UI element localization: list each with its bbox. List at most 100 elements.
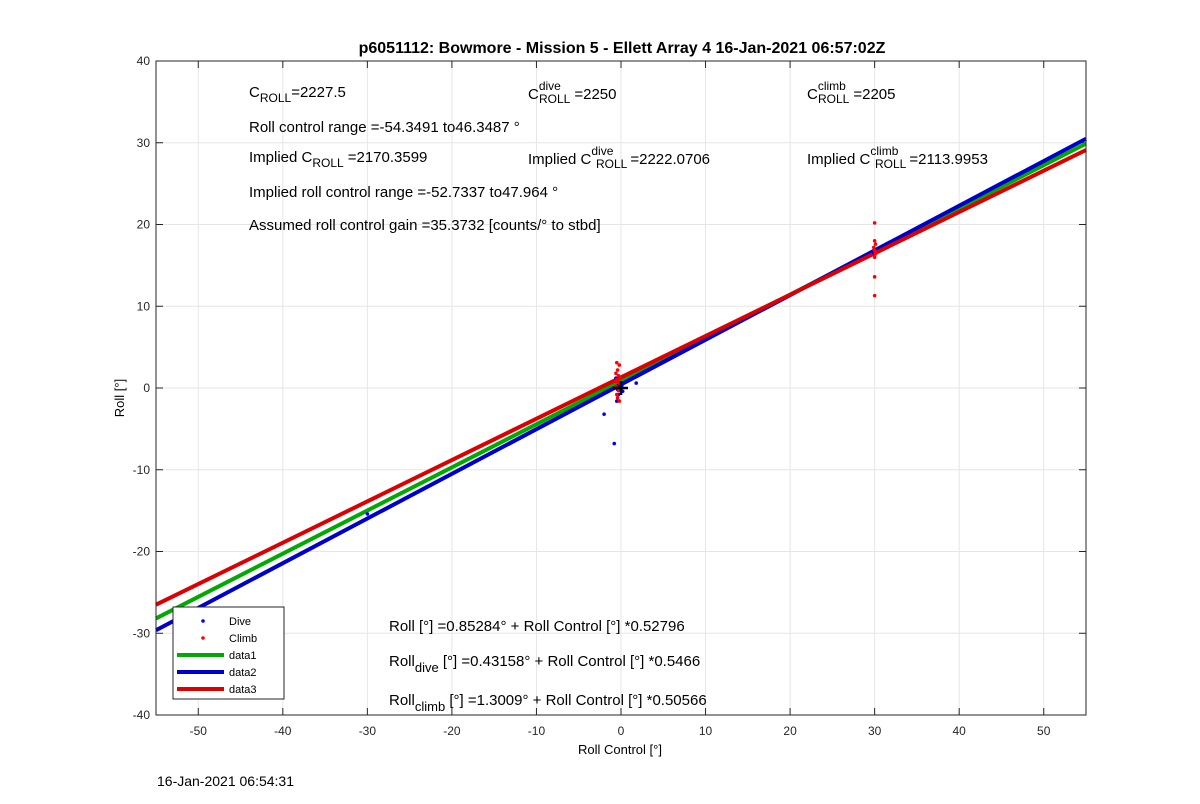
point-climb — [873, 242, 878, 246]
annotation-fit-dive-sub: dive — [415, 660, 439, 675]
annotation-implied-c-roll-climb-prefix: Implied C — [807, 151, 871, 168]
plot-frame — [155, 60, 1087, 716]
annotation-c-roll-climb: Cclimb ROLL =2205 — [807, 79, 896, 106]
annotation-implied-range: Implied roll control range =-52.7337 to4… — [249, 184, 558, 201]
annotation-assumed-gain: Assumed roll control gain =35.3732 [coun… — [249, 217, 601, 234]
point-climb — [617, 363, 622, 367]
point-climb — [614, 379, 618, 384]
annotation-c-roll-dive: Cdive ROLL =2250 — [528, 79, 617, 106]
annotation-implied-c-roll-sub: ROLL — [312, 156, 344, 170]
y-tick-label: 40 — [137, 54, 151, 68]
point-dive — [614, 399, 619, 403]
point-climb — [872, 239, 877, 243]
annotation-implied-c-roll-dive-value: =2222.0706 — [630, 151, 710, 168]
annotation-implied-c-roll-climb: Implied Cclimb ROLL =2113.9953 — [807, 144, 988, 171]
y-tick-label: -10 — [133, 463, 151, 477]
annotation-implied-c-roll-climb-sub: ROLL — [875, 157, 907, 171]
annotation-implied-c-roll-climb-sup: climb — [870, 144, 898, 158]
annotation-c-roll-climb-value: =2205 — [853, 86, 895, 103]
point-climb — [615, 396, 620, 400]
legend-climb-label: Climb — [229, 633, 257, 645]
annotation-c-roll-dive-sub: ROLL — [539, 92, 571, 106]
y-tick-label: -20 — [133, 545, 151, 559]
annotation-c-roll-base: C — [249, 84, 260, 101]
point-dive — [634, 381, 639, 385]
annotation-implied-c-roll-prefix: Implied C — [249, 149, 313, 166]
annotation-implied-c-roll-climb-value: =2113.9953 — [909, 151, 988, 168]
point-climb — [872, 221, 877, 225]
point-climb — [616, 388, 621, 393]
y-tick-label: -40 — [133, 708, 151, 722]
legend-dive-marker — [201, 619, 205, 623]
x-tick-label: -20 — [443, 724, 461, 738]
annotation-implied-c-roll-dive: Implied Cdive ROLL =2222.0706 — [528, 144, 710, 171]
x-tick-label: 30 — [868, 724, 882, 738]
point-climb — [614, 371, 618, 376]
x-tick-label: -10 — [528, 724, 546, 738]
annotation-c-roll-dive-sup: dive — [539, 79, 561, 93]
annotation-fit-climb-base: Roll — [389, 692, 415, 709]
point-climb — [871, 245, 876, 250]
x-tick-label: 10 — [699, 724, 713, 738]
annotation-c-roll-climb-sub: ROLL — [818, 92, 850, 106]
point-climb — [617, 399, 622, 403]
x-tick-label: 0 — [618, 724, 625, 738]
annotation-c-roll-dive-value: =2250 — [574, 86, 616, 103]
annotation-c-roll-climb-sup: climb — [818, 79, 846, 93]
y-tick-label: -30 — [133, 626, 151, 640]
point-climb — [872, 248, 877, 253]
point-dive — [612, 441, 617, 446]
annotation-implied-c-roll-dive-prefix: Implied C — [528, 151, 592, 168]
axis-ticks: -50 -40 -30 -20 -10 0 10 20 30 40 50 -40 -30 -20 -10 0 1… — [133, 54, 1086, 738]
x-tick-label: 40 — [953, 724, 967, 738]
legend: Dive Climb data1 data2 data3 — [172, 606, 285, 700]
annotation-implied-c-roll: Implied CROLL =2170.3599 — [249, 149, 427, 170]
annotation-fit-climb-rest: [°] =1.3009° + Roll Control [°] *0.50566 — [445, 692, 707, 709]
annotation-fit-climb-sub: climb — [415, 699, 445, 714]
x-tick-label: -40 — [274, 724, 292, 738]
annotation-implied-c-roll-value: =2170.3599 — [348, 149, 428, 166]
annotation-c-roll-value: =2227.5 — [291, 84, 346, 101]
x-tick-label: -50 — [190, 724, 208, 738]
annotation-fit-dive-base: Roll — [389, 653, 415, 670]
y-tick-label: 30 — [137, 136, 151, 150]
point-dive — [365, 512, 370, 516]
y-tick-label: 20 — [137, 218, 151, 232]
legend-data3-label: data3 — [229, 684, 257, 696]
x-axis-label: Roll Control [°] — [578, 742, 662, 757]
point-climb — [615, 368, 620, 372]
annotation-fit-dive-rest: [°] =0.43158° + Roll Control [°] *0.5466 — [439, 653, 701, 670]
annotation-fit-dive: Rolldive [°] =0.43158° + Roll Control [°… — [389, 653, 700, 675]
legend-data1-label: data1 — [229, 650, 257, 662]
annotation-roll-control-range: Roll control range =-54.3491 to46.3487 ° — [249, 119, 520, 136]
x-tick-label: 50 — [1037, 724, 1051, 738]
x-tick-label: 20 — [783, 724, 797, 738]
point-climb — [614, 392, 619, 397]
annotation-c-roll-climb-base: C — [807, 86, 818, 103]
legend-climb-marker — [201, 636, 205, 640]
annotation-c-roll-sub: ROLL — [260, 91, 292, 105]
point-climb — [873, 252, 878, 256]
annotation-c-roll-dive-base: C — [528, 86, 539, 103]
footer-timestamp: 16-Jan-2021 06:54:31 — [157, 773, 294, 789]
data-points — [365, 221, 878, 516]
annotation-implied-c-roll-dive-sub: ROLL — [596, 157, 628, 171]
legend-data2-label: data2 — [229, 667, 257, 679]
annotation-fit-climb: Rollclimb [°] =1.3009° + Roll Control [°… — [389, 692, 707, 714]
point-climb — [614, 360, 619, 365]
x-tick-label: -30 — [359, 724, 377, 738]
y-tick-label: 10 — [137, 299, 151, 313]
annotation-c-roll: CROLL=2227.5 — [249, 84, 346, 105]
point-dive — [602, 412, 606, 416]
legend-dive-label: Dive — [229, 616, 251, 628]
y-axis-label: Roll [°] — [112, 379, 127, 417]
point-climb — [872, 275, 877, 279]
chart-title: p6051112: Bowmore - Mission 5 - Ellett A… — [359, 40, 886, 57]
annotation-implied-c-roll-dive-sup: dive — [591, 144, 613, 158]
annotation-fit-all: Roll [°] =0.85284° + Roll Control [°] *0… — [389, 618, 685, 635]
point-climb — [872, 255, 877, 259]
y-tick-label: 0 — [143, 381, 150, 395]
point-climb — [618, 375, 622, 380]
point-climb — [872, 293, 877, 298]
